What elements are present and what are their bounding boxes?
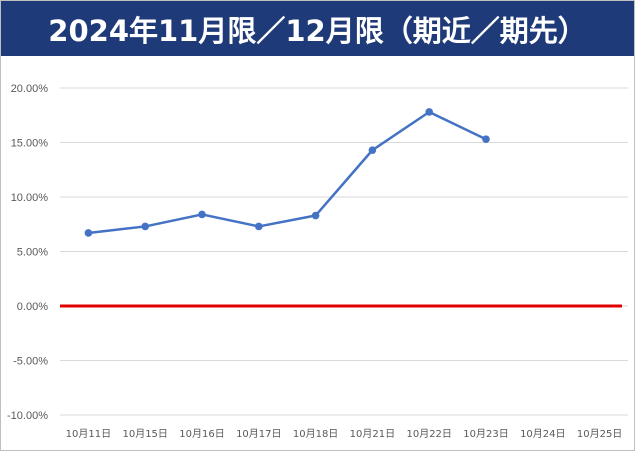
data-point [311, 211, 320, 220]
data-point [368, 146, 377, 154]
chart-title-bar: 2024年11月限／12月限（期近／期先） [1, 1, 634, 56]
y-tick-label: -10.00% [7, 410, 48, 422]
y-tick-label: 15.00% [11, 138, 49, 150]
data-point [425, 108, 434, 116]
x-tick-label: 10月11日 [66, 428, 111, 440]
data-point [198, 210, 206, 219]
x-tick-label: 10月22日 [406, 428, 451, 440]
x-tick-label: 10月18日 [293, 428, 338, 440]
chart-title: 2024年11月限／12月限（期近／期先） [48, 13, 587, 48]
y-tick-label: 0.00% [17, 301, 48, 313]
data-point [254, 222, 263, 231]
data-point [84, 229, 93, 237]
y-tick-label: 5.00% [17, 247, 48, 259]
x-tick-label: 10月15日 [122, 428, 167, 440]
data-point [141, 222, 149, 231]
y-tick-label: 20.00% [11, 83, 49, 95]
line-chart: 20.00% 15.00% 10.00% 5.00% 0.00% -5.00% -10.00… [7, 83, 628, 440]
x-tick-label: 10月16日 [179, 428, 224, 440]
x-tick-label: 10月24日 [520, 428, 565, 440]
x-tick-label: 10月23日 [463, 428, 508, 440]
data-point [482, 135, 490, 144]
x-tick-label: 10月17日 [236, 428, 281, 440]
y-tick-label: -5.00% [13, 356, 48, 368]
series-line [88, 110, 487, 235]
x-tick-label: 10月25日 [577, 428, 622, 440]
y-tick-label: 10.00% [11, 192, 49, 204]
x-tick-label: 10月21日 [350, 428, 395, 440]
